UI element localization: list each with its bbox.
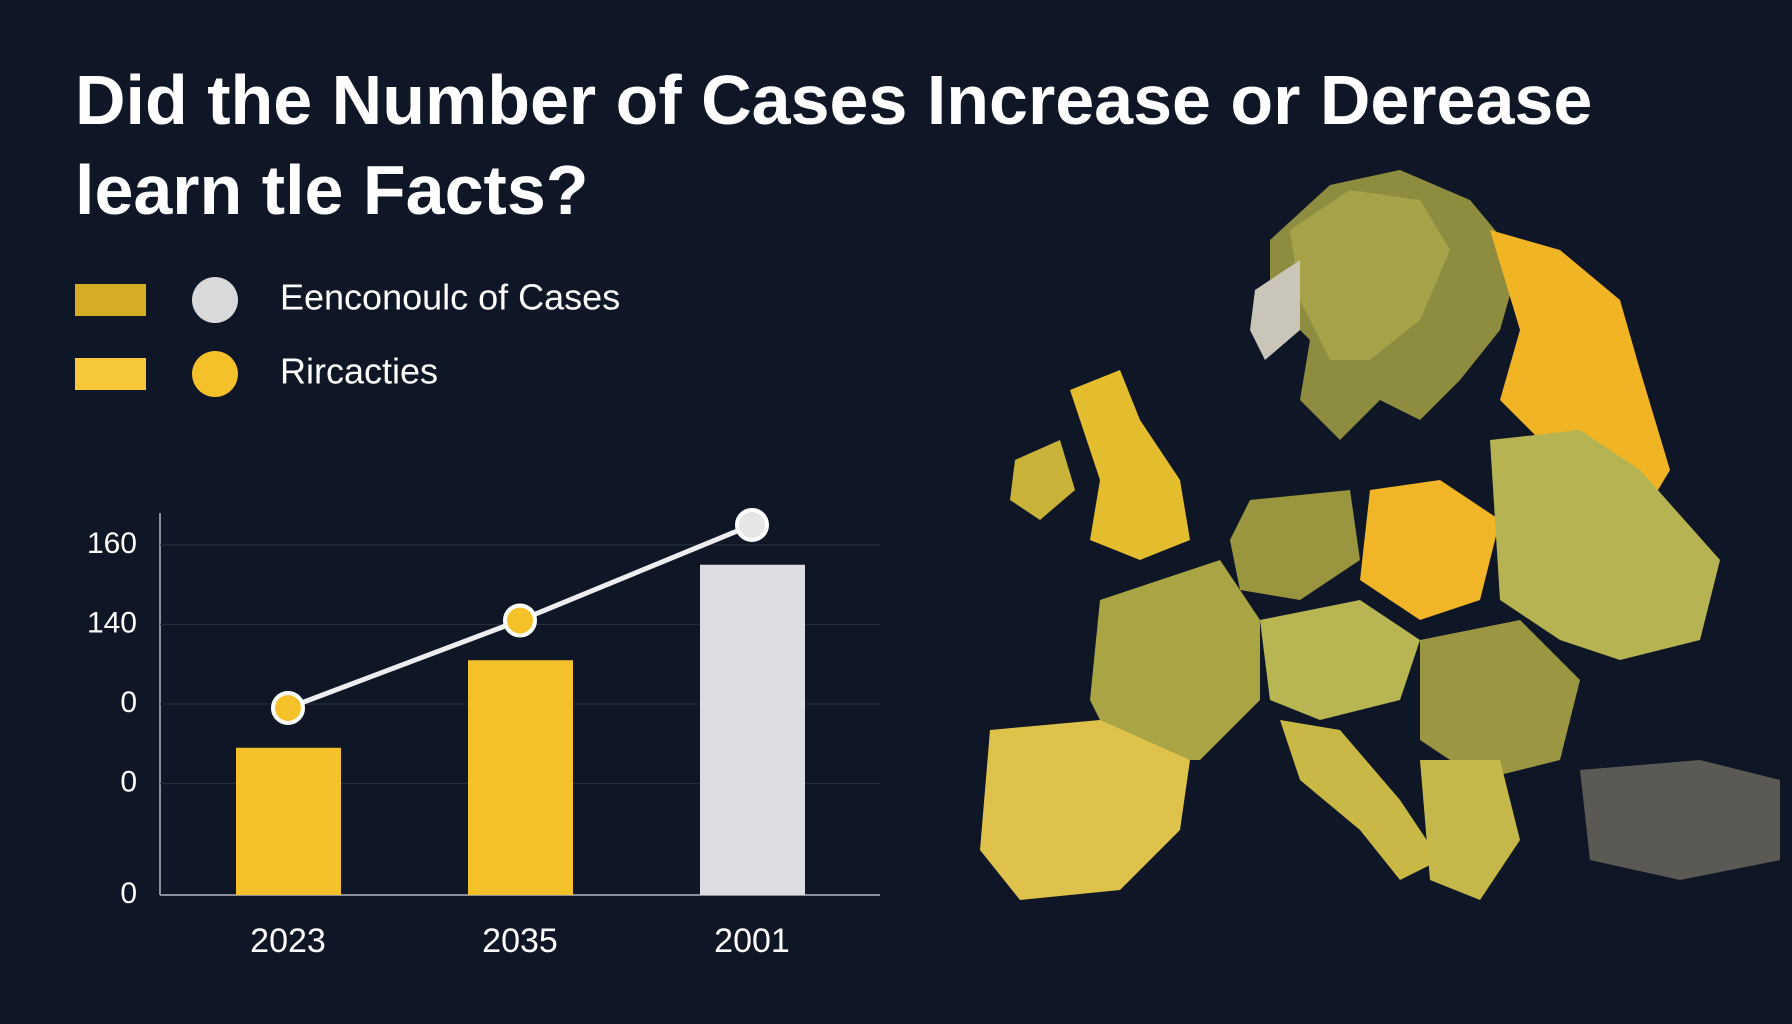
bar xyxy=(700,564,805,895)
y-tick-label: 160 xyxy=(87,527,137,560)
europe-map xyxy=(980,170,1780,900)
legend-marker xyxy=(192,277,238,323)
legend-marker xyxy=(192,351,238,397)
legend-swatch xyxy=(75,284,146,316)
line-point xyxy=(503,603,537,638)
x-tick-label: 2001 xyxy=(714,922,790,960)
line-point xyxy=(271,690,305,725)
x-tick-label: 2035 xyxy=(482,922,558,960)
legend-label: Eenconoulc of Cases xyxy=(280,277,620,318)
line-point xyxy=(735,507,769,542)
y-tick-label: 140 xyxy=(87,606,137,639)
y-tick-label: 0 xyxy=(120,877,137,910)
bar xyxy=(468,660,573,895)
y-tick-label: 0 xyxy=(120,686,137,719)
legend-swatch xyxy=(75,358,146,390)
legend-label: Rircacties xyxy=(280,351,438,392)
x-tick-label: 2023 xyxy=(250,922,326,960)
y-tick-label: 0 xyxy=(120,766,137,799)
chart-title: Did the Number of Cases Increase or Dere… xyxy=(75,61,1593,229)
bar xyxy=(236,747,341,895)
